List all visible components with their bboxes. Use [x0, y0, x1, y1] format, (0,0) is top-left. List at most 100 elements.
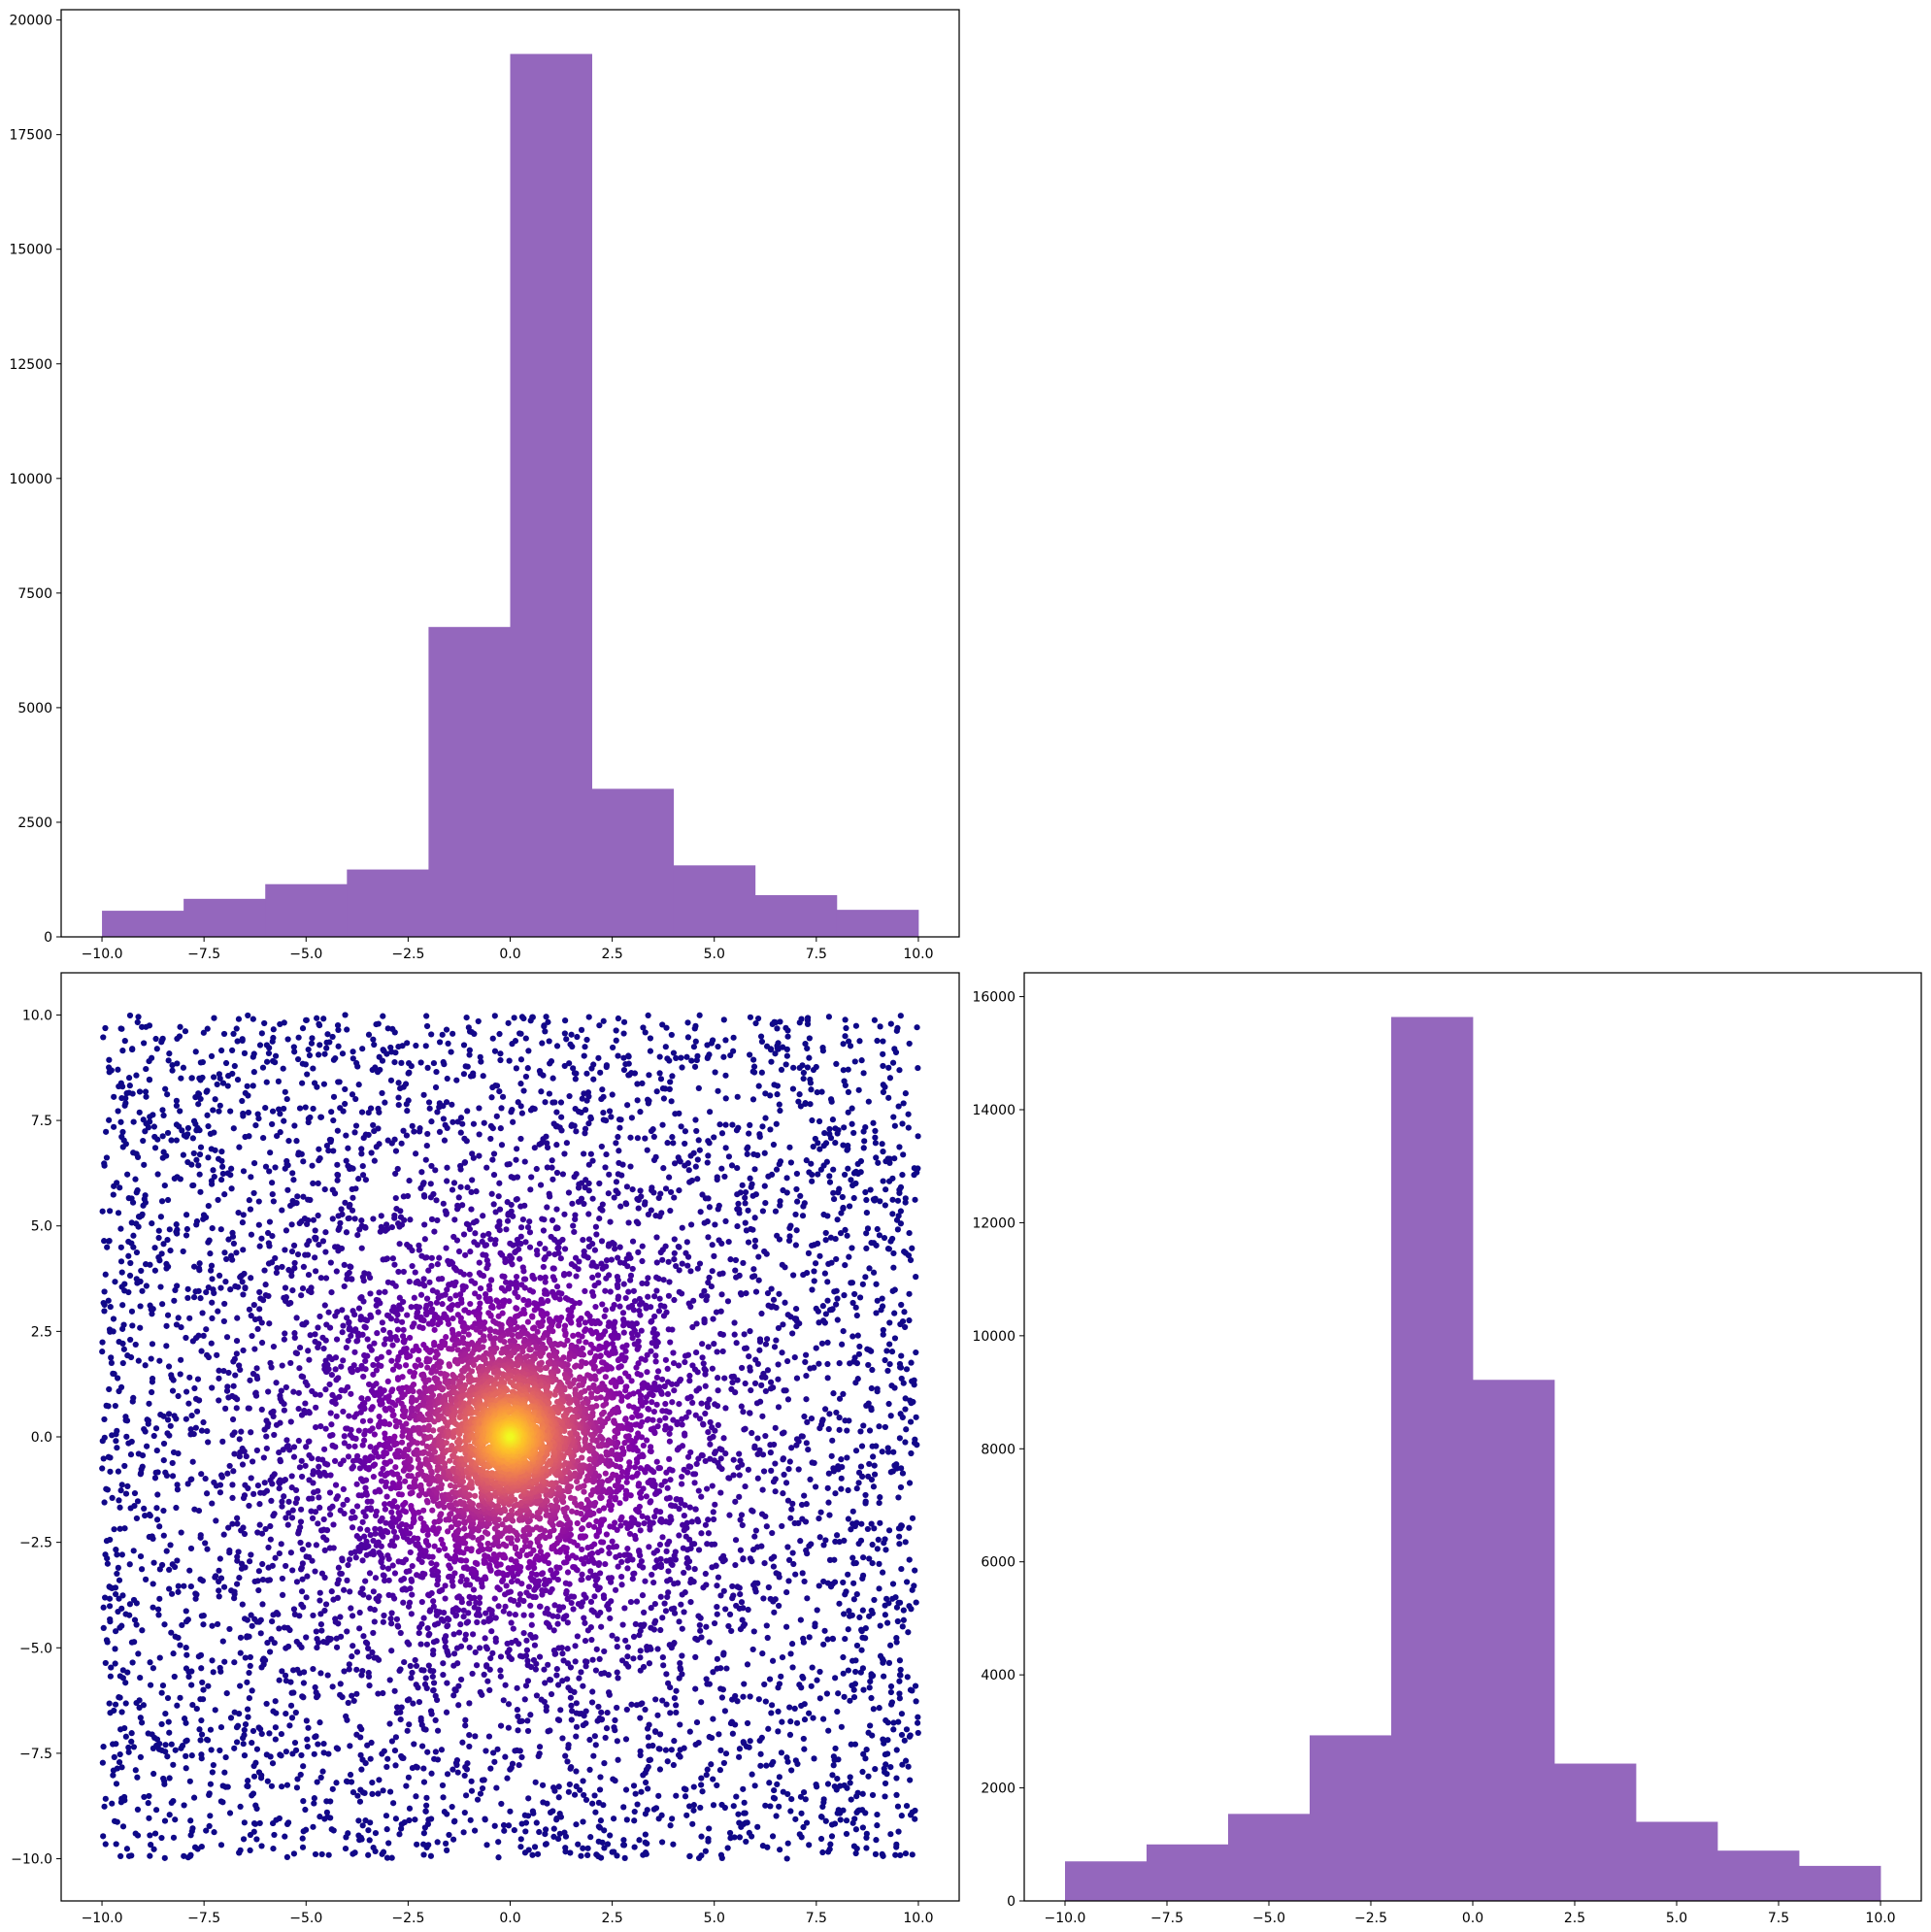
scatter-point [208, 1052, 216, 1059]
scatter-point [177, 1176, 183, 1183]
scatter-point [685, 1463, 692, 1470]
scatter-point [679, 1591, 685, 1598]
scatter-point [118, 1605, 125, 1612]
scatter-point [666, 1642, 673, 1649]
scatter-point [341, 1510, 348, 1517]
scatter-point [193, 1591, 200, 1598]
scatter-point [124, 1482, 131, 1489]
scatter-point [549, 1075, 556, 1082]
scatter-point [912, 1567, 918, 1574]
scatter-point [114, 1818, 120, 1825]
scatter-point [848, 1526, 854, 1533]
scatter-point [880, 1062, 886, 1070]
scatter-point [304, 1220, 311, 1228]
scatter-point [830, 1762, 837, 1769]
scatter-point [313, 1689, 319, 1696]
scatter-point [497, 1050, 504, 1057]
scatter-point [291, 1334, 298, 1342]
scatter-point [112, 1402, 118, 1410]
scatter-point [310, 1612, 316, 1619]
scatter-point [671, 1194, 678, 1201]
scatter-point [174, 1230, 181, 1237]
scatter-point [693, 1127, 700, 1135]
scatter-point [872, 1127, 879, 1134]
scatter-point [801, 1578, 808, 1585]
scatter-point [783, 1588, 790, 1596]
scatter-point [639, 1280, 646, 1287]
scatter-point [549, 1157, 555, 1164]
scatter-point [312, 1568, 318, 1575]
scatter-point [849, 1182, 856, 1189]
scatter-point [413, 1763, 419, 1770]
scatter-point [740, 1785, 747, 1792]
scatter-point [599, 1207, 606, 1214]
scatter-point [630, 1570, 637, 1578]
scatter-point [633, 1598, 641, 1605]
scatter-point [164, 1416, 172, 1423]
scatter-point [791, 1519, 798, 1527]
scatter-point [308, 1454, 316, 1462]
scatter-point [566, 1092, 573, 1100]
scatter-point [637, 1654, 644, 1661]
scatter-point [601, 1845, 608, 1851]
scatter-point [219, 1438, 226, 1445]
scatter-point [220, 1030, 228, 1038]
scatter-point [810, 1066, 817, 1074]
scatter-point [850, 1843, 858, 1849]
scatter-point [660, 1662, 667, 1669]
scatter-point [659, 1653, 666, 1661]
scatter-point [366, 1274, 374, 1282]
scatter-point [816, 1425, 823, 1432]
scatter-point [339, 1555, 346, 1562]
scatter-point [832, 1125, 839, 1132]
scatter-point [663, 1671, 670, 1678]
scatter-point [907, 1777, 914, 1783]
scatter-point [804, 1064, 812, 1071]
scatter-point [107, 1673, 114, 1680]
scatter-point [190, 1430, 197, 1438]
scatter-point [287, 1418, 294, 1425]
scatter-point [901, 1249, 908, 1255]
scatter-point [683, 1053, 690, 1060]
scatter-point [905, 1124, 912, 1131]
scatter-point [106, 1595, 114, 1602]
scatter-point [104, 1555, 111, 1562]
scatter-point [308, 1040, 316, 1047]
scatter-point [217, 1177, 225, 1183]
scatter-point [716, 1731, 722, 1738]
scatter-point [113, 1841, 119, 1848]
scatter-point [896, 1144, 903, 1150]
scatter-point [350, 1049, 356, 1055]
scatter-point [736, 1210, 743, 1216]
scatter-point [525, 1048, 532, 1054]
scatter-point [300, 1604, 307, 1611]
scatter-point [300, 1763, 307, 1770]
scatter-point [815, 1140, 821, 1147]
scatter-point [763, 1762, 770, 1769]
scatter-point [700, 1360, 707, 1367]
scatter-point [547, 1193, 553, 1200]
scatter-point [356, 1609, 363, 1616]
scatter-point [580, 1682, 586, 1689]
scatter-point [591, 1792, 598, 1799]
scatter-point [270, 1846, 277, 1852]
scatter-point [825, 1727, 832, 1734]
scatter-point [339, 1329, 346, 1336]
scatter-point [824, 1484, 831, 1491]
scatter-point [441, 1061, 448, 1068]
scatter-point [477, 1688, 483, 1696]
scatter-point [142, 1199, 149, 1206]
scatter-point [712, 1069, 718, 1076]
scatter-point [468, 1206, 475, 1213]
scatter-point [909, 1809, 916, 1815]
scatter-point [234, 1396, 241, 1403]
scatter-point [655, 1194, 662, 1202]
scatter-point [312, 1683, 318, 1691]
scatter-point [793, 1719, 801, 1726]
scatter-point [570, 1222, 577, 1229]
scatter-point [506, 1057, 513, 1064]
scatter-point [634, 1081, 641, 1087]
scatter-point [739, 1521, 746, 1529]
scatter-point [317, 1670, 324, 1677]
scatter-point [623, 1816, 630, 1823]
